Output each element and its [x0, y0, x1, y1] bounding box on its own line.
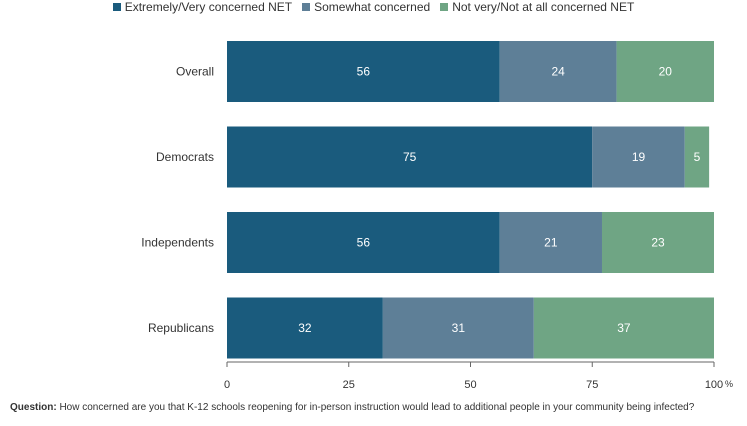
data-label: 23 [651, 236, 665, 250]
data-label: 20 [659, 65, 673, 79]
bar-segment [533, 297, 714, 359]
x-tick-label: 0 [224, 379, 230, 391]
x-tick-label: 25 [343, 379, 355, 391]
category-label: Democrats [156, 150, 214, 164]
legend-swatch [302, 3, 311, 11]
bar-segment [227, 41, 500, 102]
question-footnote: Question: How concerned are you that K-1… [10, 402, 738, 414]
data-label: 31 [452, 321, 466, 335]
bar-segment [684, 126, 710, 188]
bar-segment [227, 297, 383, 359]
data-label: 37 [617, 321, 631, 335]
legend-item-3: Not very/Not at all concerned NET [440, 0, 634, 14]
legend-swatch [440, 3, 449, 11]
bar-segment [499, 212, 602, 273]
bar-segment [382, 297, 534, 359]
x-tick-label: 75 [586, 379, 598, 391]
x-tick-label: 100 [705, 379, 723, 391]
legend: Extremely/Very concerned NET Somewhat con… [0, 0, 747, 14]
x-tick-label: 50 [464, 379, 476, 391]
category-label: Republicans [148, 321, 214, 335]
bar-segment [616, 41, 714, 102]
x-axis-unit: % [725, 379, 733, 389]
data-label: 19 [632, 150, 646, 164]
data-label: 24 [551, 65, 565, 79]
data-label: 21 [544, 236, 558, 250]
bar-segment [592, 126, 685, 188]
legend-item-2: Somewhat concerned [302, 0, 430, 14]
legend-label: Somewhat concerned [314, 0, 431, 14]
category-label: Independents [141, 236, 214, 250]
bar-segment [499, 41, 617, 102]
data-label: 75 [403, 150, 417, 164]
question-label: Question: [10, 402, 57, 413]
category-label: Overall [176, 65, 214, 79]
question-text: How concerned are you that K-12 schools … [59, 402, 695, 413]
legend-label: Not very/Not at all concerned NET [452, 0, 635, 14]
bar-segment [227, 126, 593, 188]
data-label: 56 [357, 65, 371, 79]
data-label: 32 [298, 321, 312, 335]
data-label: 56 [357, 236, 371, 250]
legend-item-1: Extremely/Very concerned NET [112, 0, 293, 14]
legend-label: Extremely/Very concerned NET [124, 0, 293, 14]
bar-segment [227, 212, 500, 273]
bar-segment [601, 212, 714, 273]
legend-swatch [112, 3, 121, 11]
data-label: 5 [694, 150, 701, 164]
